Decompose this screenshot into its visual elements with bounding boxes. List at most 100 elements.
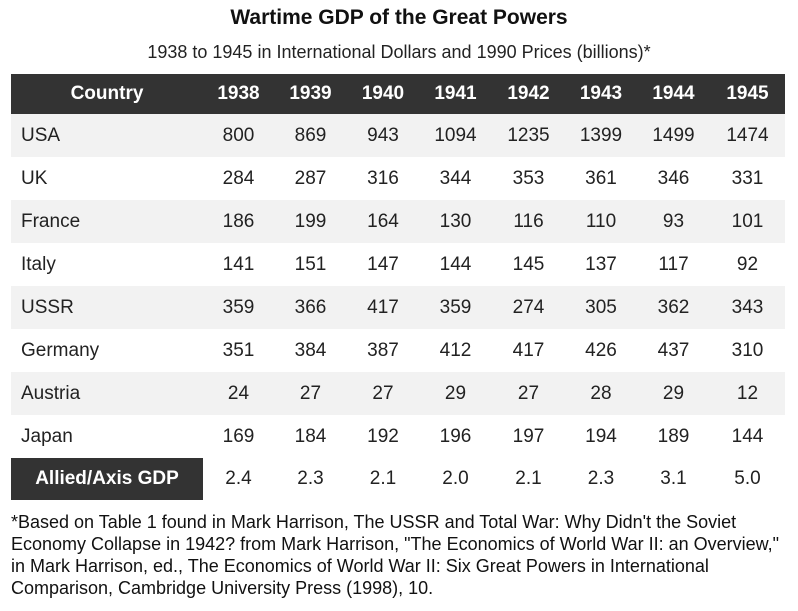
gdp-value-cell: 141	[222, 253, 255, 275]
ratio-label: Allied/Axis GDP	[11, 458, 203, 500]
gdp-value-cell: 351	[222, 339, 255, 361]
gdp-value-cell: 1094	[419, 114, 492, 157]
ratio-value-cell: 3.1	[660, 468, 687, 489]
page-title: Wartime GDP of the Great Powers	[230, 6, 568, 29]
gdp-value-cell: 197	[512, 425, 545, 447]
gdp-value-cell: 359	[419, 286, 492, 329]
gdp-value-cell: 344	[439, 167, 472, 189]
ratio-row: Allied/Axis GDP 2.4 2.3 2.1 2.0 2.1 2.3 3.1 5.0	[11, 458, 785, 500]
gdp-value-cell: 361	[585, 167, 617, 189]
gdp-value-cell: 943	[347, 114, 419, 157]
gdp-value-cell: 274	[492, 286, 565, 329]
gdp-value-cell: 331	[731, 167, 764, 189]
country-cell: Italy	[21, 253, 56, 275]
country-cell: USSR	[11, 286, 203, 329]
gdp-value-cell: 116	[492, 200, 565, 243]
gdp-value-cell: 287	[294, 167, 327, 189]
header-year: 1939	[274, 74, 347, 114]
header-country: Country	[11, 74, 203, 114]
gdp-value-cell: 869	[274, 114, 347, 157]
gdp-value-cell: 366	[274, 286, 347, 329]
gdp-value-cell: 27	[492, 372, 565, 415]
gdp-value-cell: 186	[203, 200, 274, 243]
gdp-value-cell: 117	[658, 253, 689, 275]
table-row: Austria 24 27 27 29 27 28 29 12	[11, 372, 785, 415]
gdp-value-cell: 92	[736, 253, 759, 275]
table-header-row: Country 1938 1939 1940 1941 1942 1943 19…	[11, 74, 785, 114]
ratio-value-cell: 2.1	[369, 468, 397, 489]
gdp-value-cell: 189	[657, 425, 690, 447]
table-row: Italy 141 151 147 144 145 137 117 92	[11, 243, 785, 286]
country-cell: UK	[21, 167, 48, 189]
gdp-value-cell: 130	[419, 200, 492, 243]
gdp-value-cell: 353	[512, 167, 545, 189]
header-year: 1938	[203, 74, 274, 114]
country-cell: USA	[11, 114, 203, 157]
gdp-value-cell: 137	[585, 253, 617, 275]
gdp-value-cell: 437	[657, 339, 690, 361]
gdp-value-cell: 29	[637, 372, 710, 415]
gdp-value-cell: 110	[565, 200, 637, 243]
gdp-value-cell: 192	[367, 425, 399, 447]
gdp-value-cell: 359	[203, 286, 274, 329]
gdp-value-cell: 284	[222, 167, 255, 189]
table-row: France 186 199 164 130 116 110 93 101	[11, 200, 785, 243]
gdp-value-cell: 147	[367, 253, 399, 275]
gdp-value-cell: 12	[710, 372, 785, 415]
country-cell: France	[11, 200, 203, 243]
header-year: 1941	[419, 74, 492, 114]
ratio-value-cell: 2.4	[225, 468, 252, 489]
gdp-value-cell: 194	[585, 425, 617, 447]
gdp-value-cell: 145	[512, 253, 545, 275]
table-row: USSR 359 366 417 359 274 305 362 343	[11, 286, 785, 329]
gdp-value-cell: 199	[274, 200, 347, 243]
ratio-value-cell: 2.0	[442, 468, 469, 489]
table-row: Japan 169 184 192 196 197 194 189 144	[11, 415, 785, 458]
table-body: USA 800 869 943 1094 1235 1399 1499 1474 UK 284 287…	[11, 114, 785, 500]
gdp-value-cell: 196	[439, 425, 472, 447]
footnote: *Based on Table 1 found in Mark Harrison…	[11, 512, 780, 598]
gdp-value-cell: 101	[710, 200, 785, 243]
header-year: 1944	[637, 74, 710, 114]
header-year: 1942	[492, 74, 565, 114]
table-row: UK 284 287 316 344 353 361 346 331	[11, 157, 785, 200]
header-year: 1940	[347, 74, 419, 114]
page-subtitle: 1938 to 1945 in International Dollars an…	[147, 42, 651, 62]
gdp-value-cell: 346	[657, 167, 690, 189]
gdp-value-cell: 384	[294, 339, 327, 361]
gdp-value-cell: 144	[439, 253, 472, 275]
gdp-value-cell: 800	[203, 114, 274, 157]
gdp-value-cell: 417	[512, 339, 545, 361]
header-year: 1945	[710, 74, 785, 114]
gdp-value-cell: 1499	[637, 114, 710, 157]
ratio-value-cell: 2.1	[515, 468, 542, 489]
gdp-table: Country 1938 1939 1940 1941 1942 1943 19…	[11, 74, 785, 500]
gdp-value-cell: 426	[585, 339, 617, 361]
gdp-value-cell: 310	[731, 339, 764, 361]
gdp-value-cell: 29	[419, 372, 492, 415]
gdp-value-cell: 1399	[565, 114, 637, 157]
ratio-value-cell: 2.3	[587, 468, 615, 489]
country-cell: Japan	[21, 425, 73, 447]
gdp-value-cell: 93	[637, 200, 710, 243]
gdp-value-cell: 316	[367, 167, 399, 189]
gdp-value-cell: 387	[367, 339, 399, 361]
gdp-value-cell: 27	[274, 372, 347, 415]
ratio-value-cell: 5.0	[734, 468, 761, 489]
gdp-value-cell: 184	[294, 425, 327, 447]
gdp-value-cell: 417	[347, 286, 419, 329]
gdp-value-cell: 28	[565, 372, 637, 415]
table-row: Germany 351 384 387 412 417 426 437 310	[11, 329, 785, 372]
country-cell: Austria	[11, 372, 203, 415]
gdp-value-cell: 151	[294, 253, 327, 275]
gdp-value-cell: 362	[637, 286, 710, 329]
gdp-value-cell: 144	[731, 425, 764, 447]
gdp-value-cell: 343	[710, 286, 785, 329]
table-row: USA 800 869 943 1094 1235 1399 1499 1474	[11, 114, 785, 157]
gdp-value-cell: 1235	[492, 114, 565, 157]
country-cell: Germany	[21, 339, 100, 361]
gdp-value-cell: 1474	[710, 114, 785, 157]
gdp-value-cell: 24	[203, 372, 274, 415]
gdp-value-cell: 412	[439, 339, 472, 361]
ratio-value-cell: 2.3	[297, 468, 324, 489]
